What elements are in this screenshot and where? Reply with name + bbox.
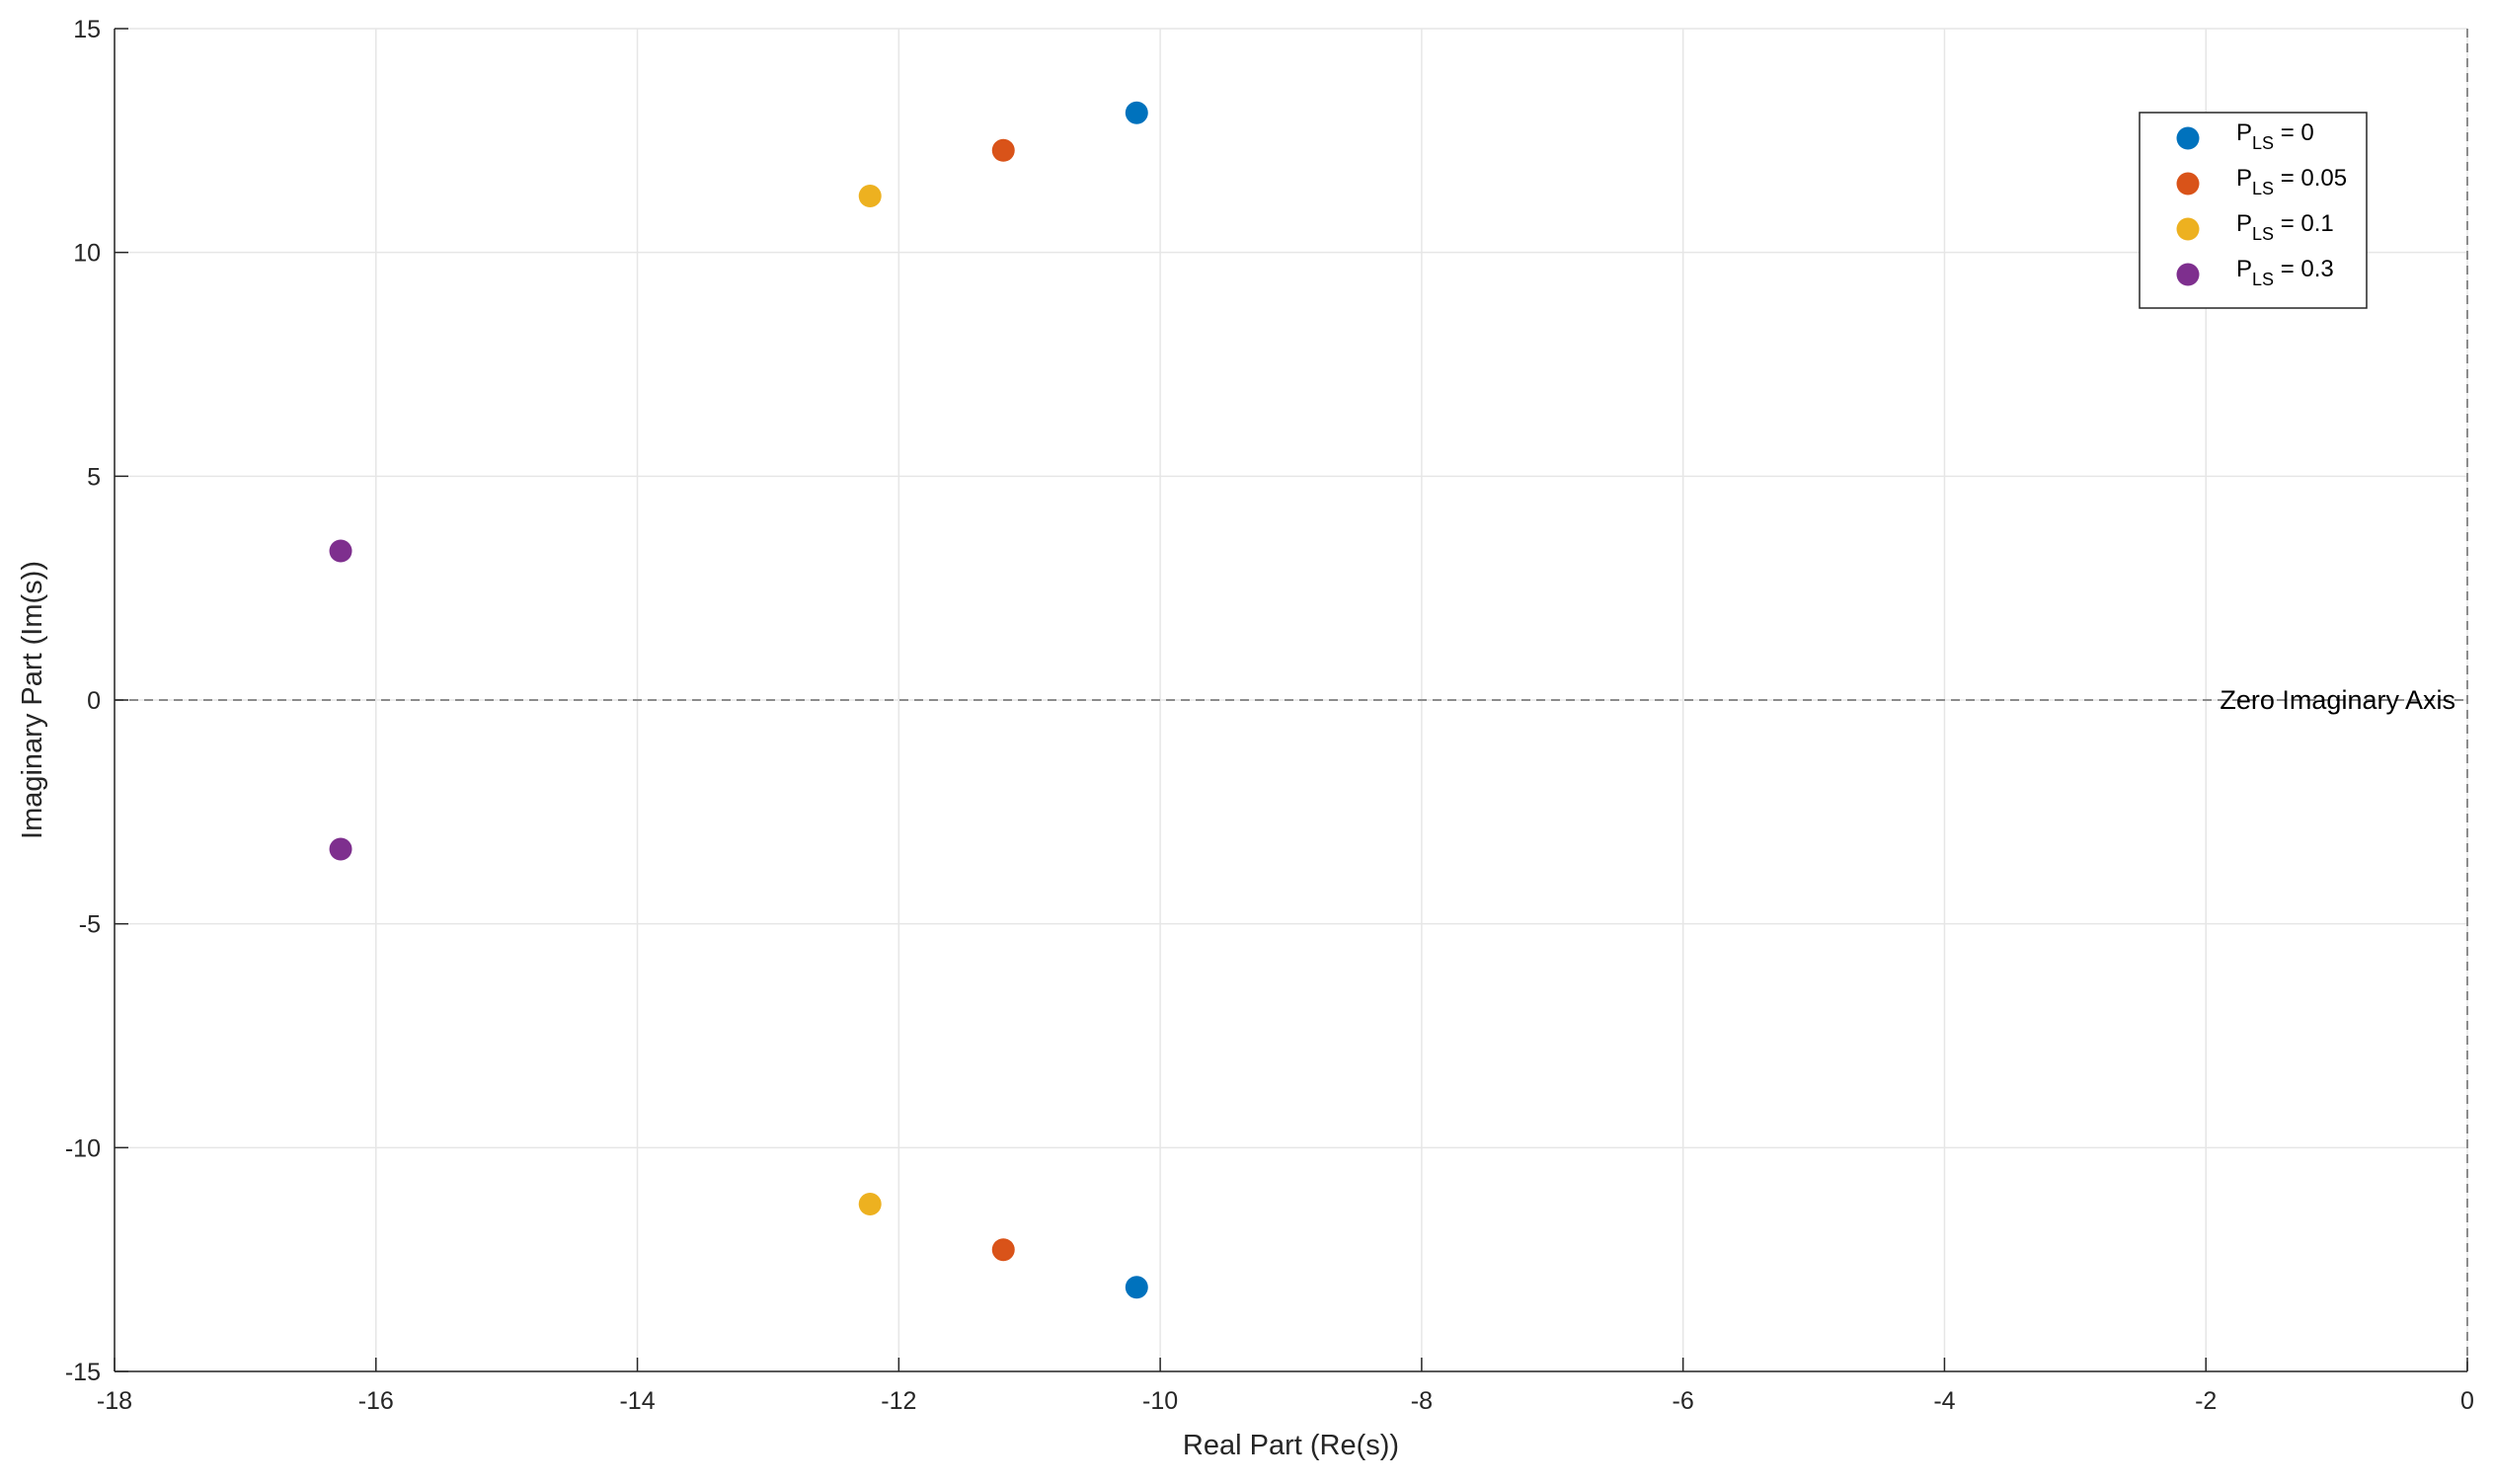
x-axis-label: Real Part (Re(s)) — [1183, 1430, 1399, 1461]
legend-entry-1: PLS = 0.05 — [2236, 165, 2347, 198]
data-point-series-1-0 — [991, 138, 1015, 162]
x-tick-label: -4 — [1933, 1387, 1955, 1415]
legend-entry-3: PLS = 0.3 — [2236, 256, 2334, 289]
y-tick-label: -15 — [65, 1359, 101, 1386]
x-tick-label: -12 — [881, 1387, 916, 1415]
x-tick-label: 0 — [2460, 1387, 2474, 1415]
y-axis-label: Imaginary Part (Im(s)) — [17, 561, 48, 839]
legend-marker-0 — [2176, 126, 2200, 150]
y-tick-label: 10 — [73, 240, 101, 268]
y-tick-label: -10 — [65, 1134, 101, 1162]
data-point-series-0-0 — [1125, 101, 1148, 124]
legend-box — [2139, 112, 2368, 309]
data-points — [329, 101, 1148, 1299]
data-point-series-3-0 — [329, 539, 352, 563]
data-point-series-2-0 — [858, 185, 882, 208]
x-tick-label: -14 — [619, 1387, 655, 1415]
x-tick-label: -6 — [1673, 1387, 1694, 1415]
y-tick-label: 0 — [87, 687, 101, 715]
x-tick-label: -16 — [358, 1387, 394, 1415]
axes — [114, 28, 2468, 1372]
data-point-series-1-1 — [991, 1238, 1015, 1262]
legend: PLS = 0 PLS = 0.05 PLS = 0.1 PLS = 0.3 — [2139, 112, 2368, 309]
data-point-series-2-1 — [858, 1192, 882, 1215]
y-tick-label: 15 — [73, 16, 101, 43]
x-tick-label: -2 — [2195, 1387, 2217, 1415]
legend-entry-2: PLS = 0.1 — [2236, 210, 2334, 244]
y-tick-label: -5 — [79, 911, 101, 939]
data-point-series-0-1 — [1125, 1276, 1148, 1299]
legend-marker-2 — [2176, 217, 2200, 241]
x-tick-label: -18 — [97, 1387, 132, 1415]
legend-entry-0: PLS = 0 — [2236, 119, 2314, 153]
legend-marker-1 — [2176, 172, 2200, 195]
data-point-series-3-1 — [329, 837, 352, 861]
zero-imaginary-axis-label: Zero Imaginary Axis — [2220, 685, 2455, 715]
x-tick-label: -8 — [1411, 1387, 1433, 1415]
tick-labels: -18 -16 -14 -12 -10 -8 -6 -4 -2 0 -15 -10 -5 0 5 10 15 — [65, 16, 2474, 1415]
y-tick-label: 5 — [87, 463, 101, 491]
reference-lines — [115, 29, 2468, 1371]
x-tick-label: -10 — [1142, 1387, 1178, 1415]
legend-marker-3 — [2176, 263, 2200, 286]
